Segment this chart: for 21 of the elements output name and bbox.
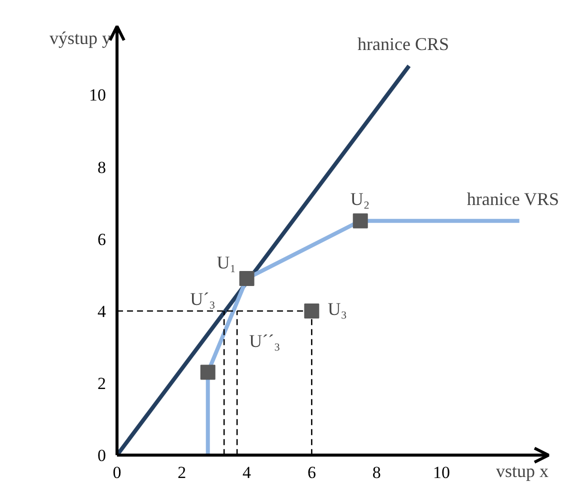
y-tick-label: 10 [89, 86, 106, 105]
x-tick-label: 10 [432, 463, 450, 482]
annotation: U₃ [328, 299, 347, 319]
series-label: hranice CRS [358, 34, 450, 54]
annotation: U´₃ [190, 289, 216, 309]
series-label: hranice VRS [466, 188, 560, 209]
x-tick-label: 2 [178, 463, 186, 482]
x-tick-label: 0 [112, 463, 122, 482]
x-axis-title: vstup x [496, 461, 549, 482]
x-tick-label: 6 [307, 463, 316, 482]
annotation: U´´₃ [249, 331, 280, 351]
y-tick-label: 6 [98, 230, 106, 249]
y-tick-label: 0 [98, 446, 106, 466]
annotation: U₂ [350, 188, 370, 209]
y-tick-label: 8 [98, 158, 106, 177]
x-tick-label: 4 [242, 463, 252, 482]
x-tick-label: 8 [372, 463, 381, 482]
y-tick-label: 2 [98, 374, 106, 394]
y-tick-label: 4 [98, 302, 107, 321]
annotation: U₁ [216, 252, 236, 273]
y-axis-title: výstup y [50, 28, 112, 48]
